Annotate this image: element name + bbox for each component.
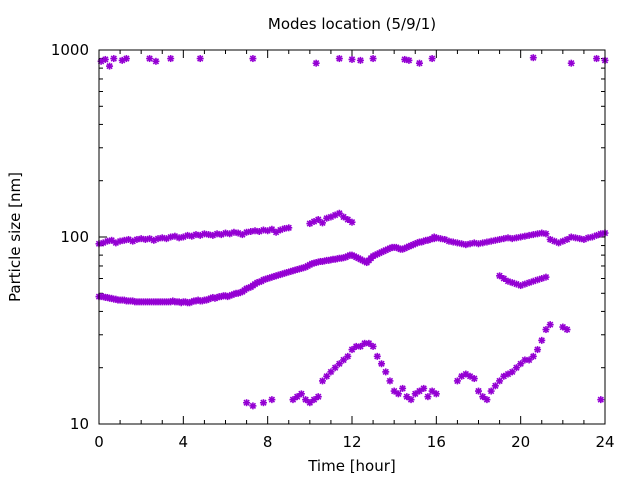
x-tick-label: 16 xyxy=(427,433,446,451)
data-point xyxy=(525,279,533,287)
data-point xyxy=(348,218,356,226)
data-point xyxy=(312,59,320,67)
data-point xyxy=(567,59,575,67)
data-point xyxy=(249,55,257,63)
data-point xyxy=(453,377,461,385)
data-point xyxy=(437,235,445,243)
data-point xyxy=(432,390,440,398)
data-point xyxy=(302,396,310,404)
data-point xyxy=(249,402,257,410)
data-point xyxy=(122,55,130,63)
x-tick-label: 20 xyxy=(511,433,530,451)
data-point xyxy=(415,59,423,67)
data-point xyxy=(593,55,601,63)
data-point xyxy=(327,368,335,376)
data-point xyxy=(243,399,251,407)
data-point xyxy=(154,235,162,243)
y-tick-label: 1000 xyxy=(51,41,89,59)
data-point xyxy=(196,55,204,63)
x-tick-label: 0 xyxy=(94,433,104,451)
data-point xyxy=(399,384,407,392)
data-point xyxy=(542,326,550,334)
data-point xyxy=(285,224,293,232)
data-point xyxy=(175,234,183,242)
data-point xyxy=(297,390,305,398)
data-point xyxy=(356,56,364,64)
data-point xyxy=(314,393,322,401)
data-point xyxy=(491,382,499,390)
data-point xyxy=(268,396,276,404)
data-point xyxy=(323,372,331,380)
data-point xyxy=(424,393,432,401)
data-point xyxy=(420,384,428,392)
data-point xyxy=(405,56,413,64)
data-point xyxy=(525,356,533,364)
data-point xyxy=(407,396,415,404)
chart-title: Modes location (5/9/1) xyxy=(268,15,436,33)
data-point xyxy=(483,396,491,404)
data-point xyxy=(394,390,402,398)
data-point xyxy=(106,62,114,70)
data-point xyxy=(348,55,356,63)
data-point xyxy=(542,230,550,238)
x-tick-label: 4 xyxy=(179,433,189,451)
data-point xyxy=(369,55,377,63)
x-axis-label: Time [hour] xyxy=(307,457,396,475)
data-point xyxy=(496,377,504,385)
data-point xyxy=(101,55,109,63)
axis-ticks: 0 4 8 12 16 20 24 10 100 1000 xyxy=(51,41,615,451)
data-point xyxy=(534,346,542,354)
data-point xyxy=(335,55,343,63)
data-point xyxy=(563,326,571,334)
x-tick-label: 8 xyxy=(263,433,273,451)
y-tick-label: 100 xyxy=(60,228,89,246)
data-point xyxy=(542,273,550,281)
data-point xyxy=(167,55,175,63)
data-points xyxy=(95,54,609,410)
data-point xyxy=(403,393,411,401)
y-tick-label: 10 xyxy=(70,415,89,433)
data-point xyxy=(318,219,326,227)
data-point xyxy=(373,352,381,360)
data-point xyxy=(344,352,352,360)
data-point xyxy=(529,54,537,62)
data-point xyxy=(340,356,348,364)
data-point xyxy=(306,399,314,407)
data-point xyxy=(365,339,373,347)
data-point xyxy=(146,55,154,63)
data-point xyxy=(538,336,546,344)
data-point xyxy=(382,368,390,376)
plot-frame xyxy=(98,49,606,425)
data-point xyxy=(546,321,554,329)
data-point xyxy=(487,387,495,395)
data-point xyxy=(356,342,364,350)
data-point xyxy=(475,387,482,395)
data-point xyxy=(152,57,160,65)
x-tick-label: 12 xyxy=(342,433,361,451)
data-point xyxy=(318,377,326,385)
data-point xyxy=(378,360,386,368)
data-point xyxy=(103,237,111,245)
data-point xyxy=(470,375,478,383)
data-point xyxy=(597,396,605,404)
data-point xyxy=(428,55,436,63)
x-tick-label: 24 xyxy=(595,433,614,451)
data-point xyxy=(529,352,537,360)
data-point xyxy=(386,377,394,385)
y-axis-label: Particle size [nm] xyxy=(6,172,24,302)
data-point xyxy=(110,55,118,63)
data-point xyxy=(259,399,267,407)
data-point xyxy=(217,231,225,239)
data-point xyxy=(369,342,377,350)
